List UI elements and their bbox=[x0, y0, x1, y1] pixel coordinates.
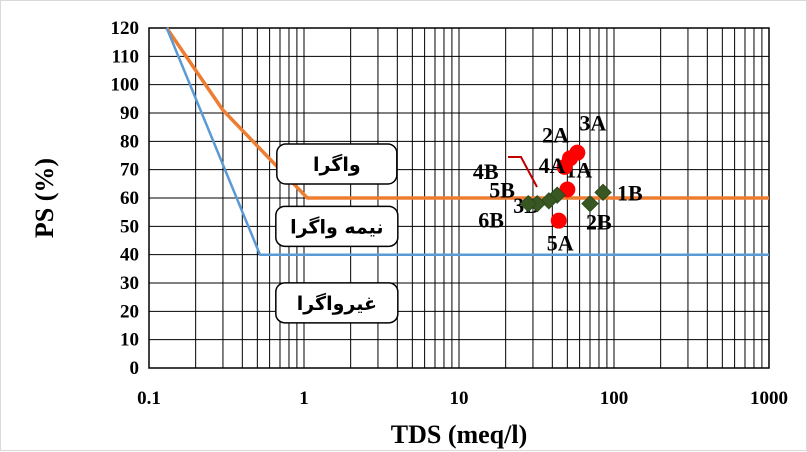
point-label-1B: 1B bbox=[617, 180, 643, 205]
zone-label: واگرا bbox=[313, 153, 361, 176]
point-1B bbox=[594, 183, 612, 202]
y-tick-label: 120 bbox=[111, 18, 140, 39]
y-tick-label: 80 bbox=[120, 131, 139, 152]
x-tick-label: 1000 bbox=[750, 388, 788, 409]
point-6B bbox=[519, 194, 538, 213]
zone-label: نیمه واگرا bbox=[290, 215, 383, 238]
point-4B bbox=[540, 192, 558, 210]
zone-labels: واگرا نیمه واگرا غیرواگرا bbox=[275, 143, 399, 324]
leader-line-4B bbox=[508, 156, 538, 188]
x-tick-label: 1 bbox=[299, 388, 309, 409]
point-label-3A: 3A bbox=[579, 111, 606, 136]
point-label-5B: 5B bbox=[489, 178, 515, 203]
zone-box-border bbox=[275, 205, 399, 248]
y-tick-label: 10 bbox=[120, 330, 139, 351]
y-tick-label: 50 bbox=[120, 216, 139, 237]
point-label-4A: 4A bbox=[539, 153, 566, 178]
y-tick-label: 100 bbox=[111, 75, 140, 96]
point-label-4B: 4B bbox=[473, 159, 499, 184]
y-tick-label: 20 bbox=[120, 301, 139, 322]
zone-box-border bbox=[276, 143, 398, 185]
point-4A bbox=[556, 158, 573, 175]
point-3A bbox=[569, 144, 586, 161]
y-tick-label: 0 bbox=[130, 358, 140, 379]
y-tick-label: 110 bbox=[112, 46, 139, 67]
y-tick-label: 40 bbox=[120, 245, 139, 266]
y-tick-label: 30 bbox=[120, 273, 139, 294]
zone-box-border bbox=[275, 282, 399, 324]
point-label-6B: 6B bbox=[478, 208, 504, 233]
y-tick-label: 90 bbox=[120, 103, 139, 124]
point-2B bbox=[581, 194, 599, 213]
zone-box: نیمه واگرا bbox=[275, 205, 399, 248]
zone-box: غیرواگرا bbox=[275, 282, 399, 324]
x-tick-label: 0.1 bbox=[137, 388, 161, 409]
boundary-lower bbox=[165, 27, 769, 256]
data-points: 1A2A3A4A5A1B2B3B4B5B6B bbox=[473, 111, 643, 256]
point-label-5A: 5A bbox=[547, 231, 574, 256]
y-tick-label: 60 bbox=[120, 188, 139, 209]
zone-label: غیرواگرا bbox=[297, 292, 377, 315]
tick-labels: 0.1 1 10 100 1000010203040506070809010011012… bbox=[111, 18, 789, 409]
x-tick-label: 100 bbox=[600, 388, 629, 409]
y-axis-title: PS (%) bbox=[30, 158, 59, 238]
y-tick-label: 70 bbox=[120, 160, 139, 181]
point-label-2B: 2B bbox=[586, 210, 612, 235]
zone-box: واگرا bbox=[276, 143, 398, 185]
x-tick-label: 10 bbox=[450, 388, 469, 409]
x-axis-title: TDS (meq/l) bbox=[391, 420, 528, 449]
point-label-2A: 2A bbox=[542, 122, 569, 147]
point-5A bbox=[550, 212, 567, 229]
